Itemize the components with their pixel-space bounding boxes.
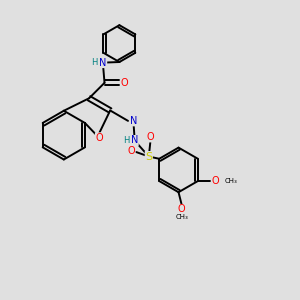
- Text: O: O: [178, 204, 185, 214]
- Text: CH₃: CH₃: [175, 214, 188, 220]
- Text: N: N: [99, 58, 107, 68]
- Text: O: O: [95, 133, 103, 143]
- Text: H: H: [92, 58, 98, 67]
- Text: O: O: [121, 78, 128, 88]
- Text: N: N: [131, 136, 138, 146]
- Text: H: H: [123, 136, 129, 145]
- Text: CH₃: CH₃: [225, 178, 237, 184]
- Text: O: O: [212, 176, 220, 186]
- Text: O: O: [146, 132, 154, 142]
- Text: S: S: [145, 152, 152, 161]
- Text: O: O: [127, 146, 135, 156]
- Text: N: N: [130, 116, 137, 126]
